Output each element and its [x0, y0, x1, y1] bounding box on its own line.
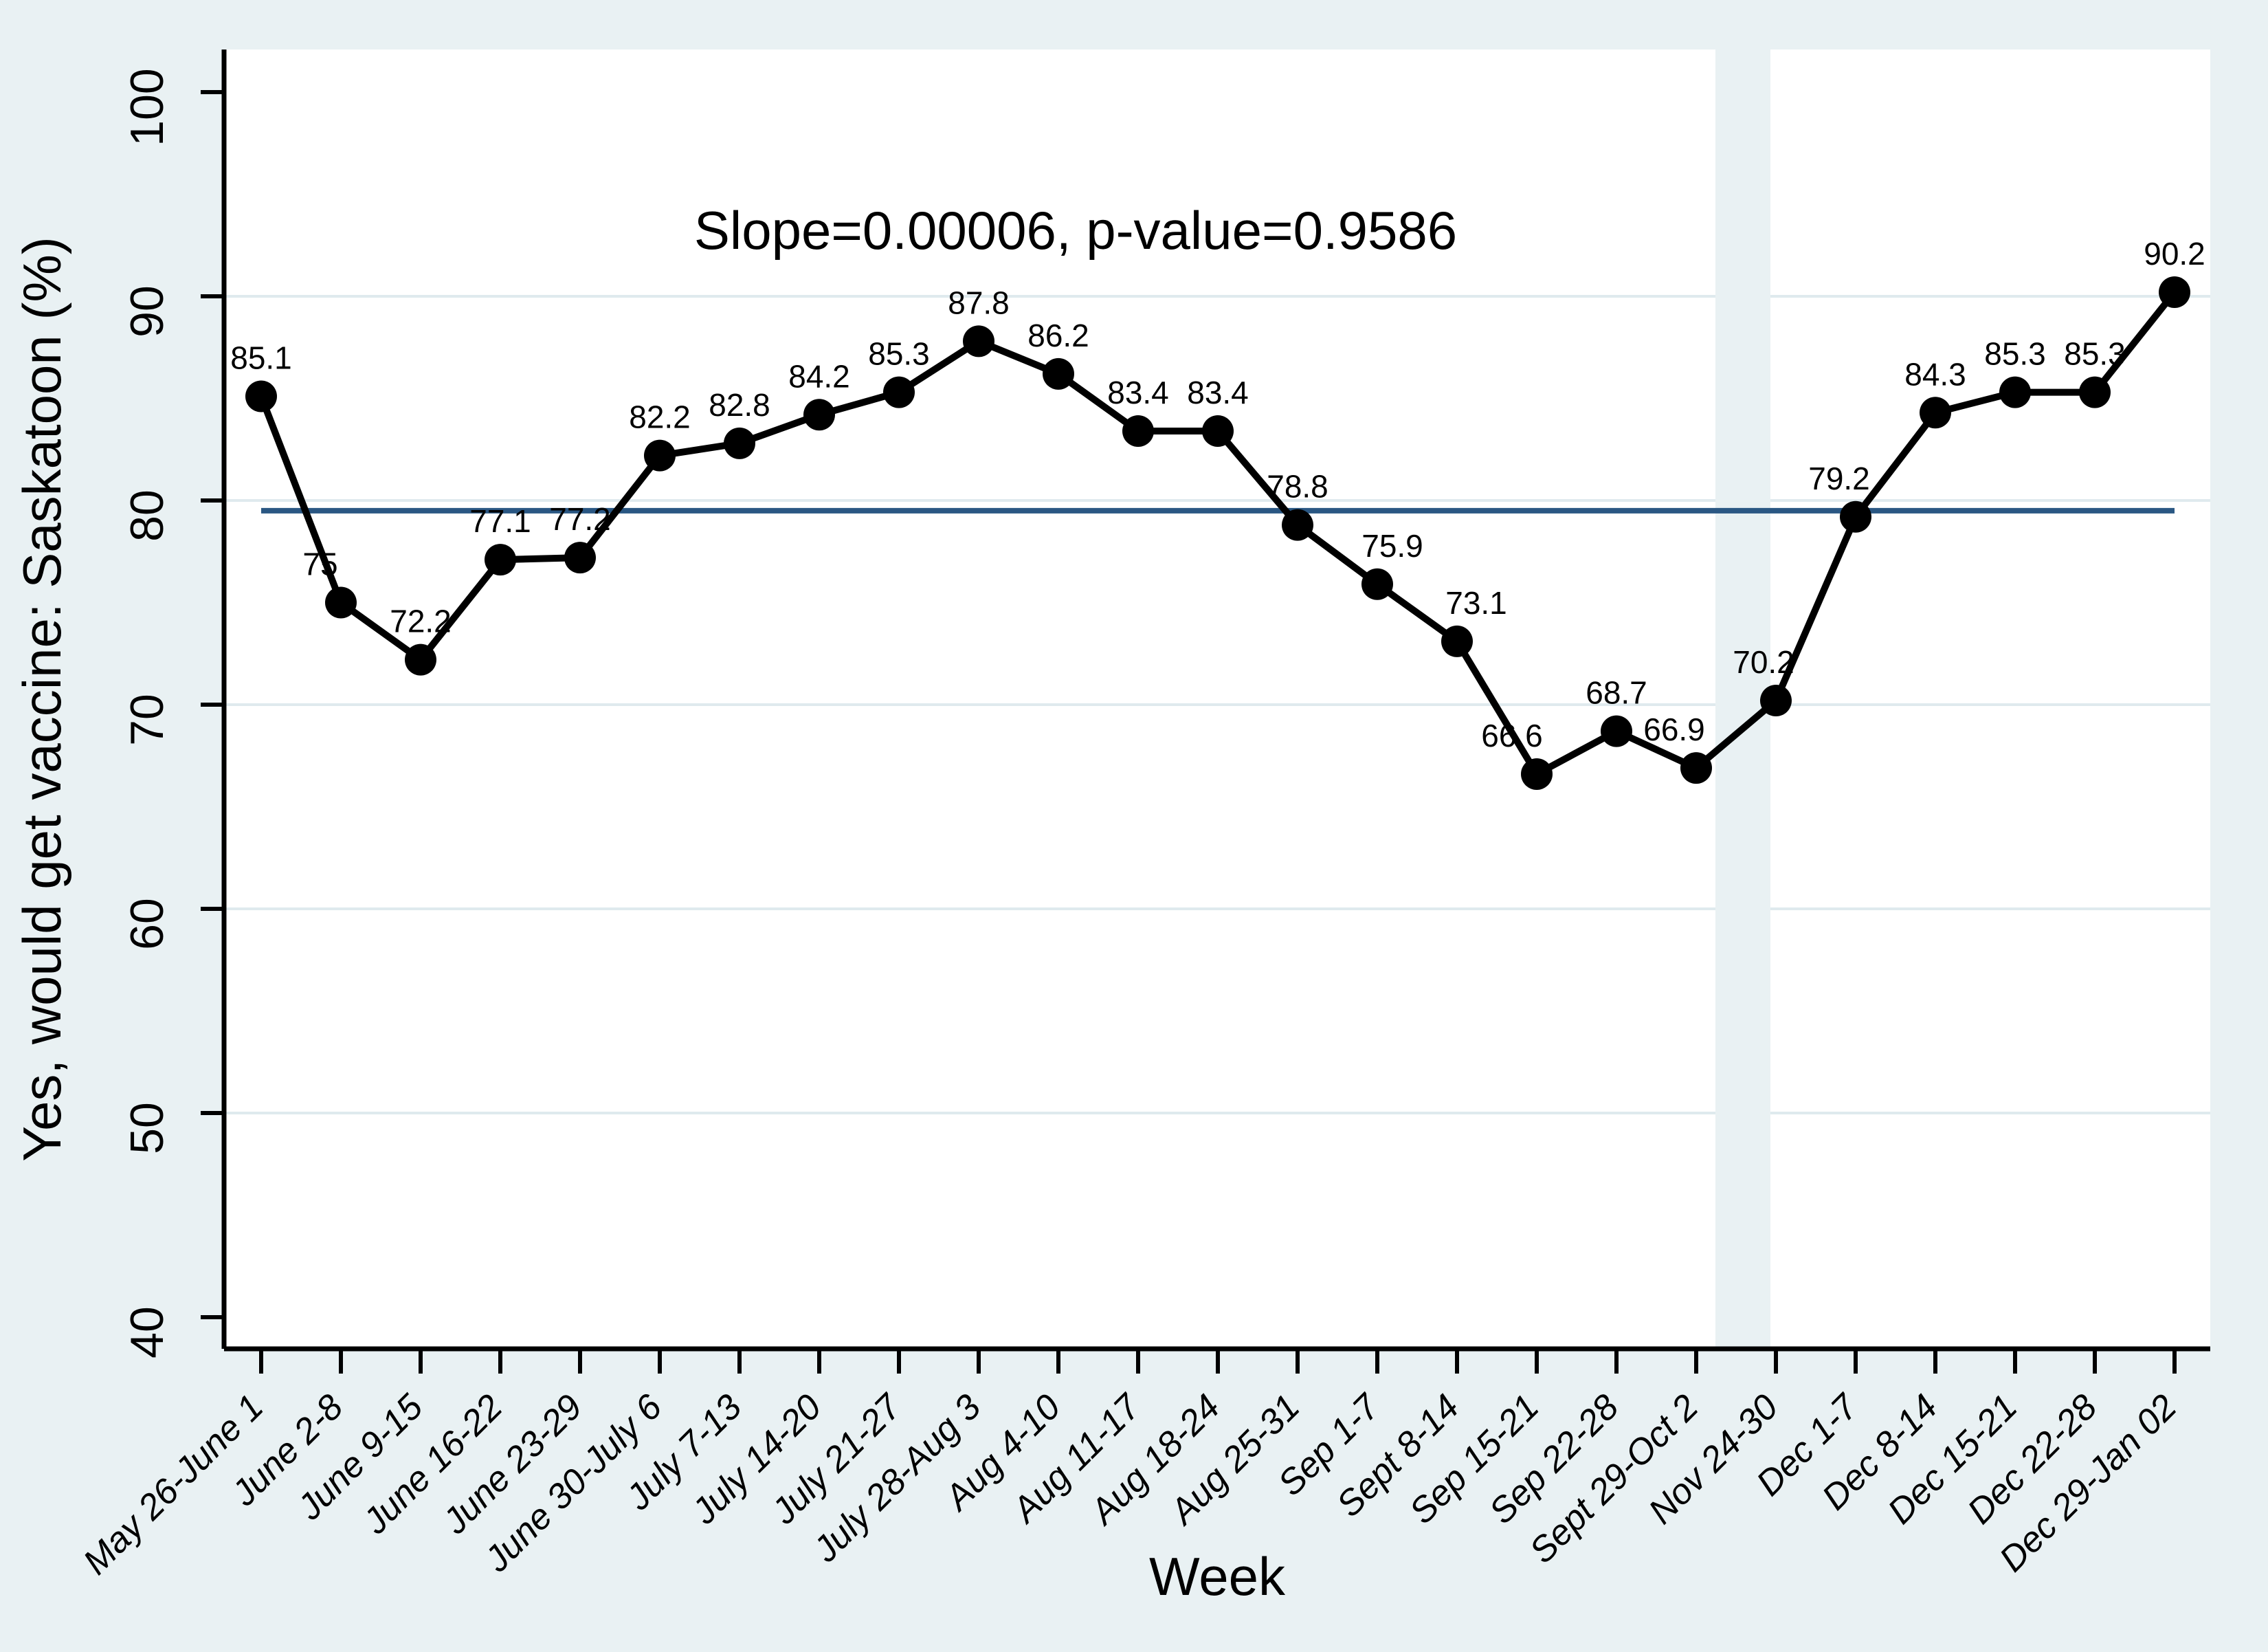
data-point-Dec 8-14 — [1920, 397, 1951, 429]
data-point-Aug 25-31 — [1282, 509, 1313, 541]
plot-background — [224, 49, 2210, 1349]
y-tick-label-50: 50 — [121, 1102, 173, 1154]
data-label-July 21-27: 85.3 — [868, 336, 930, 372]
data-point-May 26-June 1 — [245, 380, 277, 412]
data-label-Dec 22-28: 85.3 — [2064, 336, 2126, 372]
data-label-June 23-29: 77.2 — [549, 501, 611, 537]
y-axis-title: Yes, would get vaccine: Saskatoon (%) — [12, 236, 72, 1162]
data-points — [245, 276, 2190, 790]
data-label-June 16-22: 77.1 — [469, 503, 531, 539]
data-label-Sep 15-21: 66.6 — [1481, 718, 1543, 753]
gridlines — [224, 295, 2210, 1114]
data-label-July 7-13: 82.8 — [709, 387, 770, 423]
data-label-Dec 29-Jan 02: 90.2 — [2144, 236, 2205, 272]
y-tick-label-60: 60 — [121, 898, 173, 950]
data-point-Dec 1-7 — [1840, 500, 1871, 533]
data-label-July 28-Aug 3: 87.8 — [948, 285, 1010, 320]
data-point-July 21-27 — [883, 376, 915, 408]
data-point-Sep 22-28 — [1601, 715, 1632, 747]
data-label-Dec 1-7: 79.2 — [1808, 461, 1870, 496]
data-label-May 26-June 1: 85.1 — [230, 340, 292, 376]
data-point-July 28-Aug 3 — [963, 325, 994, 357]
data-label-July 14-20: 84.2 — [788, 358, 850, 394]
data-label-June 9-15: 72.2 — [390, 604, 452, 639]
data-point-Aug 18-24 — [1202, 415, 1234, 448]
data-point-Aug 4-10 — [1043, 357, 1074, 390]
data-point-Dec 29-Jan 02 — [2159, 276, 2190, 309]
y-tick-label-80: 80 — [121, 489, 173, 542]
x-axis-title: Week — [1149, 1546, 1286, 1607]
y-tick-label-70: 70 — [121, 694, 173, 746]
data-point-June 2-8 — [325, 586, 357, 619]
data-label-Aug 11-17: 83.4 — [1107, 375, 1169, 410]
data-label-Sept 8-14: 73.1 — [1445, 585, 1507, 621]
data-point-June 23-29 — [564, 542, 596, 574]
data-point-June 9-15 — [405, 643, 436, 676]
data-point-Sep 1-7 — [1361, 568, 1393, 600]
data-label-Sept 29-Oct 2: 66.9 — [1643, 712, 1705, 747]
data-point-June 30-July 6 — [644, 439, 676, 472]
data-label-Sep 22-28: 68.7 — [1586, 675, 1647, 711]
data-point-Dec 15-21 — [1999, 376, 2031, 408]
data-label-Aug 4-10: 86.2 — [1027, 318, 1089, 353]
data-label-Aug 18-24: 83.4 — [1187, 375, 1249, 410]
y-tick-label-40: 40 — [121, 1306, 173, 1358]
data-point-July 14-20 — [803, 399, 835, 431]
y-axis: 40 50 60 70 80 90 100 — [121, 49, 227, 1358]
y-tick-label-90: 90 — [121, 285, 173, 338]
data-labels: 85.1 75 72.2 77.1 77.2 82.2 82.8 84.2 85.3 87.8 86… — [230, 236, 2205, 753]
data-label-Dec 8-14: 84.3 — [1904, 356, 1966, 392]
data-point-Nov 24-30 — [1760, 685, 1792, 717]
data-label-Dec 15-21: 85.3 — [1984, 336, 2046, 372]
data-point-Sep 15-21 — [1521, 758, 1553, 790]
y-tick-label-100: 100 — [121, 68, 173, 146]
annotation-text: Slope=0.00006, p-value=0.9586 — [694, 200, 1457, 261]
data-label-Aug 25-31: 78.8 — [1267, 469, 1328, 505]
data-point-Sept 8-14 — [1441, 625, 1473, 657]
data-label-June 2-8: 75 — [302, 547, 337, 582]
data-point-July 7-13 — [724, 427, 755, 459]
data-point-June 16-22 — [485, 544, 516, 576]
data-label-Sep 1-7: 75.9 — [1361, 528, 1423, 564]
data-label-Nov 24-30: 70.2 — [1733, 644, 1794, 680]
data-point-Aug 11-17 — [1122, 415, 1154, 448]
data-point-Sept 29-Oct 2 — [1680, 752, 1712, 784]
data-point-Dec 22-28 — [2079, 376, 2111, 408]
data-label-June 30-July 6: 82.2 — [629, 399, 691, 435]
